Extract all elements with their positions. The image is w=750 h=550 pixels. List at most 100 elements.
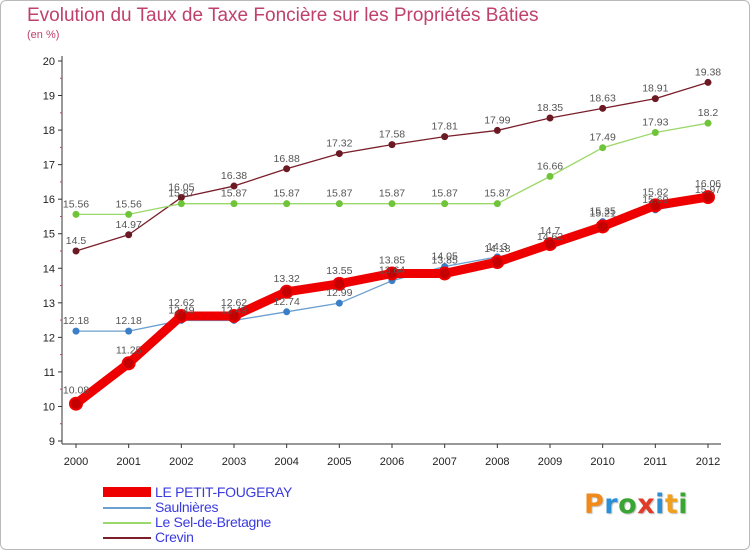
data-label-le-petit-fougeray: 13.85	[379, 254, 405, 266]
data-point-crevin	[72, 247, 80, 255]
data-label-crevin: 17.32	[326, 138, 352, 150]
logo-letter: i	[655, 489, 665, 520]
data-point-le-sel-de-bretagne	[125, 210, 133, 218]
data-point-le-sel-de-bretagne	[546, 172, 554, 180]
data-label-le-sel-de-bretagne: 15.87	[274, 188, 300, 200]
x-tick-label: 2006	[380, 456, 404, 468]
data-point-le-sel-de-bretagne	[72, 210, 80, 218]
legend-swatch-saulnieres	[103, 507, 151, 509]
legend-label: Saulnières	[155, 499, 219, 515]
y-tick-label: 11	[44, 367, 55, 379]
data-label-saulni-res: 15.97	[695, 184, 721, 196]
data-label-le-sel-de-bretagne: 15.87	[221, 188, 247, 200]
data-point-le-petit-fougeray	[227, 308, 241, 323]
series-layer	[69, 78, 715, 411]
data-label-le-sel-de-bretagne: 15.56	[116, 198, 142, 210]
data-point-le-sel-de-bretagne	[335, 200, 343, 208]
x-tick-label: 2009	[538, 456, 562, 468]
data-label-saulni-res: 12.99	[326, 287, 352, 299]
data-label-le-petit-fougeray: 15.21	[590, 207, 616, 219]
legend-swatch-le-petit-fougeray	[103, 487, 151, 497]
data-label-le-sel-de-bretagne: 15.87	[379, 188, 405, 200]
x-tick-label: 2001	[116, 456, 140, 468]
data-label-le-petit-fougeray: 15.82	[642, 186, 668, 198]
data-point-le-petit-fougeray	[69, 396, 83, 411]
logo-letter: P	[584, 489, 605, 520]
data-point-saulni-res	[283, 308, 291, 316]
data-label-saulni-res: 14.3	[487, 241, 508, 253]
data-label-crevin: 16.88	[274, 153, 300, 165]
data-point-le-petit-fougeray	[543, 237, 557, 252]
data-label-crevin: 16.38	[221, 170, 247, 182]
data-label-saulni-res: 12.49	[221, 304, 247, 316]
y-tick-label: 16	[43, 194, 55, 206]
data-point-crevin	[125, 231, 133, 239]
data-label-saulni-res: 12.18	[116, 315, 142, 327]
data-point-crevin	[388, 141, 396, 149]
legend-label: Crevin	[155, 529, 194, 545]
data-label-le-sel-de-bretagne: 15.56	[63, 198, 89, 210]
data-label-crevin: 14.5	[66, 235, 87, 247]
y-tick-label: 15	[43, 229, 55, 241]
data-label-crevin: 16.05	[168, 181, 194, 193]
data-label-saulni-res: 12.49	[168, 304, 194, 316]
data-point-le-petit-fougeray	[490, 255, 505, 270]
logo-letter: t	[664, 489, 679, 520]
data-point-le-petit-fougeray	[701, 190, 715, 205]
legend-label: LE PETIT-FOUGERAY	[155, 484, 292, 500]
y-tick-label: 13	[43, 298, 55, 310]
legend-label: Le Sel-de-Bretagne	[155, 514, 272, 530]
data-point-le-petit-fougeray	[279, 284, 294, 299]
data-label-saulni-res: 13.64	[379, 265, 405, 277]
data-label-saulni-res: 14.62	[537, 231, 563, 243]
data-point-crevin	[546, 114, 554, 122]
data-point-crevin	[651, 95, 659, 103]
data-point-saulni-res	[125, 327, 133, 335]
data-label-le-petit-fougeray: 14.18	[484, 243, 510, 255]
x-tick-label: 2008	[485, 456, 509, 468]
data-point-le-sel-de-bretagne	[177, 200, 185, 208]
y-tick-label: 10	[43, 401, 55, 413]
y-tick-label: 19	[43, 91, 55, 103]
data-label-crevin: 17.58	[379, 129, 405, 141]
y-tick-label: 18	[43, 125, 55, 137]
data-point-crevin	[441, 133, 449, 141]
data-label-crevin: 17.99	[484, 114, 510, 126]
data-point-le-sel-de-bretagne	[493, 200, 501, 208]
x-tick-label: 2010	[590, 456, 614, 468]
data-label-saulni-res: 12.18	[63, 315, 89, 327]
data-label-le-petit-fougeray: 16.06	[695, 178, 721, 190]
data-label-saulni-res: 15.35	[590, 206, 616, 218]
data-point-le-sel-de-bretagne	[441, 200, 449, 208]
data-label-le-petit-fougeray: 10.08	[63, 385, 89, 397]
data-label-crevin: 19.38	[695, 66, 721, 78]
data-point-crevin	[704, 78, 712, 86]
data-label-le-petit-fougeray: 14.7	[540, 225, 561, 237]
data-point-crevin	[493, 126, 501, 134]
data-label-le-sel-de-bretagne: 15.87	[326, 188, 352, 200]
x-tick-label: 2003	[222, 456, 246, 468]
data-label-le-petit-fougeray: 13.32	[274, 273, 300, 285]
data-label-crevin: 17.81	[432, 121, 458, 133]
logo-letter: r	[604, 489, 619, 520]
data-point-le-petit-fougeray	[437, 266, 452, 281]
data-point-le-sel-de-bretagne	[704, 119, 712, 127]
data-label-le-petit-fougeray: 12.62	[221, 297, 247, 309]
data-point-le-sel-de-bretagne	[599, 144, 607, 152]
x-tick-label: 2011	[644, 456, 668, 468]
data-label-crevin: 18.91	[642, 83, 668, 95]
data-point-crevin	[177, 193, 185, 201]
data-label-crevin: 14.97	[116, 219, 142, 231]
data-label-le-sel-de-bretagne: 15.87	[484, 188, 510, 200]
x-tick-label: 2005	[327, 456, 351, 468]
x-tick-label: 2004	[274, 456, 298, 468]
data-label-saulni-res: 15.69	[642, 194, 668, 206]
data-point-le-petit-fougeray	[332, 276, 347, 291]
data-point-le-petit-fougeray	[648, 198, 663, 213]
data-label-le-petit-fougeray: 11.25	[116, 344, 142, 356]
data-point-le-sel-de-bretagne	[651, 129, 659, 137]
data-point-le-sel-de-bretagne	[388, 200, 396, 208]
data-label-crevin: 18.63	[590, 92, 616, 104]
data-point-crevin	[283, 165, 291, 173]
